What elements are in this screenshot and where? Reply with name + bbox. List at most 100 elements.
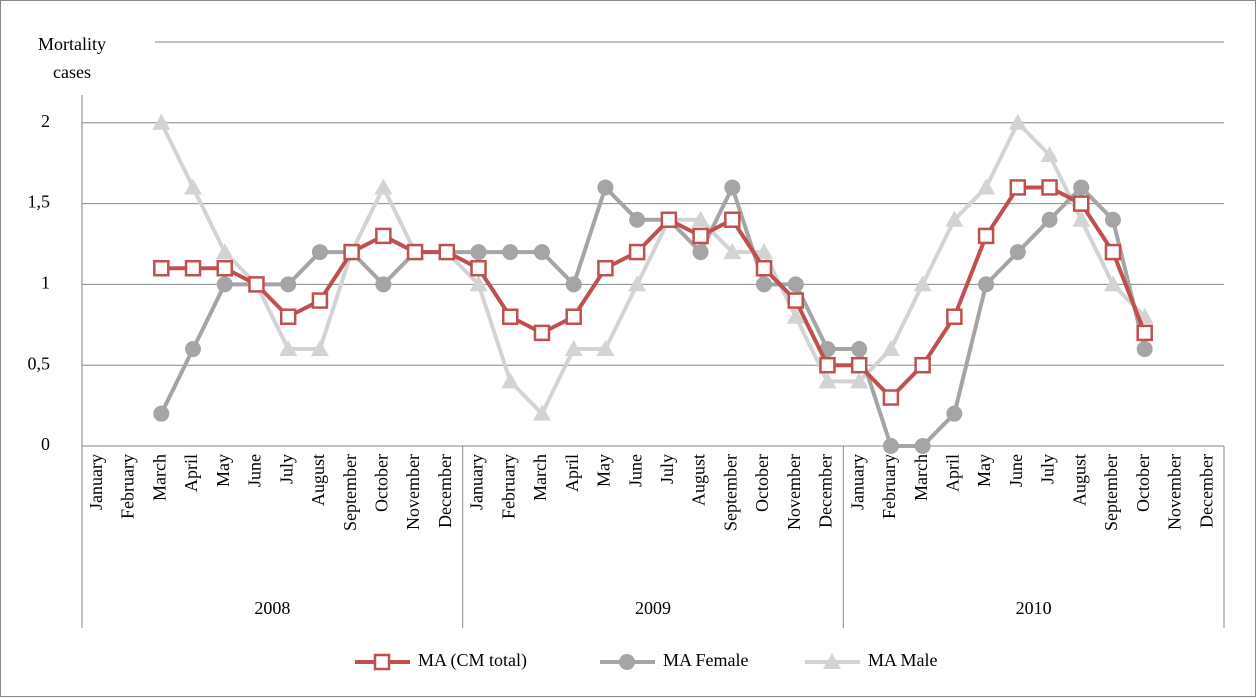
data-point	[755, 259, 773, 277]
data-point	[311, 244, 328, 261]
x-tick-label: May	[594, 454, 614, 487]
data-point	[1041, 211, 1058, 228]
data-point	[818, 372, 837, 389]
y-tick-label: 1,5	[28, 192, 51, 212]
data-point	[1009, 179, 1027, 196]
data-point	[565, 308, 582, 325]
x-group-label: 2008	[254, 598, 290, 618]
x-tick-label: November	[784, 454, 804, 530]
x-tick-label: January	[847, 454, 867, 510]
data-point	[881, 340, 900, 357]
data-point	[215, 243, 234, 260]
data-point	[533, 244, 550, 261]
data-point	[216, 259, 233, 277]
x-tick-label: June	[1006, 454, 1026, 487]
data-point	[723, 243, 742, 260]
data-point	[882, 438, 899, 454]
data-point	[153, 405, 170, 422]
data-point	[787, 276, 804, 293]
x-tick-label: December	[816, 454, 836, 528]
data-point	[502, 308, 519, 325]
data-point	[946, 405, 963, 422]
data-point	[660, 211, 678, 229]
x-tick-label: January	[86, 454, 106, 510]
data-point	[1041, 179, 1058, 196]
x-tick-label: August	[1069, 454, 1089, 506]
data-point	[311, 292, 329, 309]
data-point	[1136, 341, 1153, 358]
x-tick-label: May	[974, 454, 994, 487]
x-tick-label: October	[1133, 454, 1153, 512]
x-tick-label: April	[942, 454, 962, 492]
data-point	[629, 211, 646, 228]
x-tick-label: March	[149, 454, 169, 501]
x-tick-label: December	[435, 454, 455, 528]
data-point	[564, 340, 583, 357]
x-tick-label: July	[1038, 454, 1058, 484]
legend-marker	[373, 653, 391, 671]
legend-label: MA Male	[868, 650, 938, 670]
x-tick-label: October	[371, 454, 391, 512]
data-point	[692, 227, 709, 245]
data-point	[438, 243, 456, 261]
data-point	[184, 259, 202, 277]
data-point	[279, 308, 297, 325]
data-point	[343, 243, 360, 261]
data-point	[914, 356, 931, 374]
data-point	[978, 276, 995, 293]
legend-marker	[619, 654, 635, 670]
x-tick-label: September	[1101, 454, 1121, 531]
data-point	[216, 276, 233, 293]
y-tick-label: 0,5	[28, 353, 51, 373]
x-tick-label: January	[467, 454, 487, 510]
data-point	[374, 178, 393, 195]
data-point	[628, 275, 647, 292]
data-point	[914, 438, 931, 454]
data-point	[279, 340, 298, 357]
data-point	[280, 276, 297, 293]
x-tick-label: July	[657, 454, 677, 484]
data-point	[756, 276, 773, 293]
data-point	[501, 372, 520, 389]
x-tick-label: April	[562, 454, 582, 492]
data-point	[786, 307, 805, 324]
x-tick-label: August	[689, 454, 709, 506]
x-group-label: 2010	[1016, 598, 1052, 618]
data-point	[533, 324, 551, 342]
data-point	[565, 276, 582, 293]
data-point	[502, 244, 519, 261]
x-tick-label: August	[308, 454, 328, 506]
y-tick-label: 0	[41, 434, 50, 454]
data-point	[850, 372, 869, 389]
data-point	[153, 259, 170, 277]
x-tick-label: March	[911, 454, 931, 501]
data-point	[375, 276, 392, 293]
data-point	[628, 243, 646, 261]
y-axis-title: Mortality cases	[38, 34, 106, 82]
x-tick-label: November	[1165, 454, 1185, 530]
data-point	[977, 178, 996, 195]
data-point	[913, 275, 932, 292]
x-tick-label: September	[720, 454, 740, 531]
x-tick-label: June	[625, 454, 645, 487]
data-point	[248, 276, 265, 293]
data-point	[755, 243, 774, 260]
data-point	[977, 227, 995, 245]
data-point	[597, 259, 614, 277]
data-point	[406, 243, 424, 261]
x-tick-label: December	[1196, 454, 1216, 528]
x-tick-label: February	[118, 454, 138, 519]
data-point	[1009, 244, 1026, 261]
x-tick-label: November	[403, 454, 423, 530]
data-point	[851, 341, 868, 358]
y-tick-label: 2	[41, 111, 50, 131]
data-point	[1136, 324, 1153, 342]
data-point	[945, 210, 964, 227]
data-point	[532, 404, 551, 421]
data-point	[946, 308, 963, 325]
data-point	[152, 113, 171, 130]
data-point	[1072, 210, 1091, 227]
